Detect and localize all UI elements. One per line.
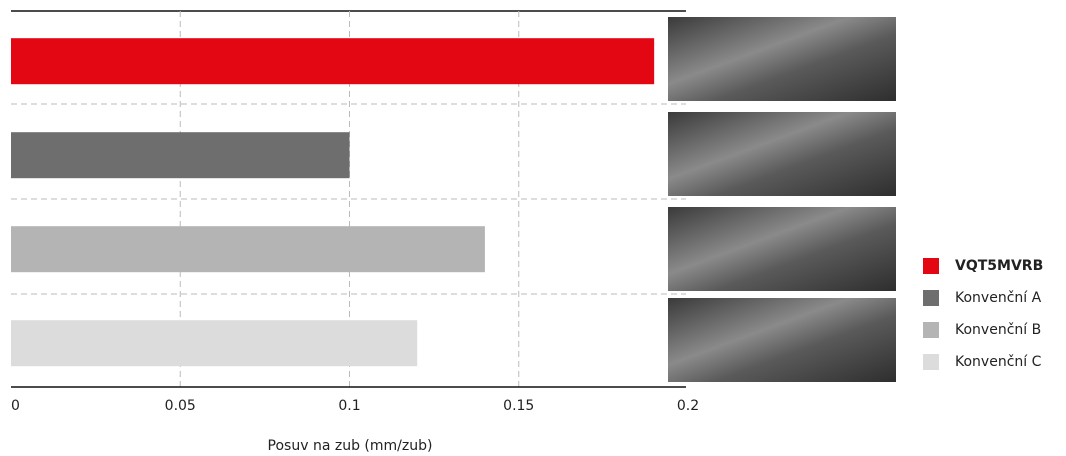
photo: [668, 298, 896, 382]
x-tick-label: 0: [11, 398, 20, 414]
legend-label: Konvenční A: [955, 290, 1042, 306]
photo: [668, 112, 896, 196]
photo: [668, 207, 896, 291]
legend-swatch: [923, 322, 939, 338]
photo: [668, 17, 896, 101]
x-tick-label: 0.1: [338, 398, 360, 414]
bar: [11, 320, 417, 366]
legend-label: Konvenční C: [955, 354, 1042, 370]
photos: [668, 17, 896, 382]
legend-swatch: [923, 290, 939, 306]
bar: [11, 132, 350, 178]
x-tick-label: 0.05: [165, 398, 196, 414]
bar: [11, 38, 654, 84]
legend-swatch: [923, 354, 939, 370]
x-tick-label: 0.15: [503, 398, 534, 414]
x-tick-label: 0.2: [677, 398, 699, 414]
bar: [11, 226, 485, 272]
legend-label: VQT5MVRB: [955, 258, 1043, 274]
chart: Posuv na zub (mm/zub) 0 0.05 0.1 0.15 0.2 VQT…: [0, 0, 1066, 456]
legend-label: Konvenční B: [955, 322, 1041, 338]
x-axis-title: Posuv na zub (mm/zub): [268, 438, 433, 454]
legend-swatch: [923, 258, 939, 274]
